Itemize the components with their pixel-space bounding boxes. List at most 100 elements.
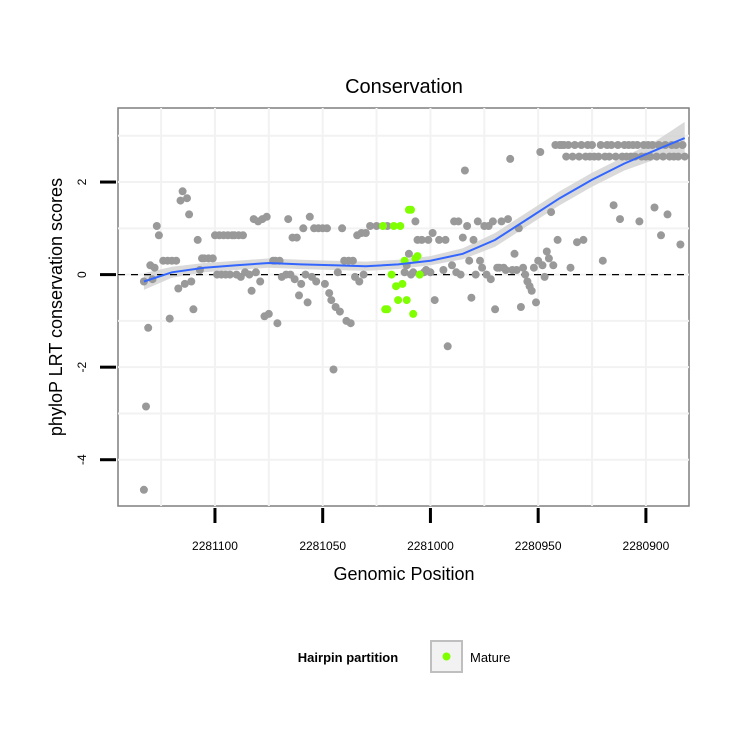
mature-data-point — [392, 282, 400, 291]
data-point — [355, 277, 364, 286]
data-point — [441, 235, 450, 244]
mature-data-point — [402, 296, 411, 305]
data-point — [335, 307, 344, 316]
data-point — [646, 152, 655, 161]
data-point — [417, 235, 426, 244]
data-point — [426, 268, 435, 277]
data-point — [142, 402, 150, 411]
data-point — [139, 485, 148, 494]
data-point — [247, 286, 256, 295]
data-point — [165, 314, 174, 323]
data-point — [180, 279, 189, 288]
data-point — [570, 141, 579, 149]
data-point — [616, 215, 624, 224]
data-point — [439, 266, 448, 274]
data-point — [299, 224, 308, 233]
data-point — [174, 284, 183, 293]
data-point — [478, 263, 487, 272]
data-point — [245, 270, 254, 279]
data-point — [448, 261, 456, 270]
data-point — [471, 270, 480, 279]
data-point — [430, 296, 439, 305]
data-point — [516, 303, 525, 311]
data-point — [564, 141, 573, 149]
data-point — [473, 217, 482, 226]
data-point — [566, 263, 575, 272]
smooth-curve — [143, 137, 686, 283]
data-point — [172, 256, 181, 265]
x-tick-label: 2280900 — [623, 539, 670, 553]
data-point — [333, 268, 342, 277]
mature-data-point — [394, 296, 403, 305]
data-point — [536, 148, 545, 156]
data-point — [301, 270, 310, 279]
data-point — [512, 266, 521, 274]
data-point — [598, 256, 607, 265]
data-point — [460, 166, 469, 175]
data-point — [542, 247, 551, 256]
data-point — [409, 268, 418, 277]
data-point — [150, 263, 159, 272]
data-point — [290, 275, 299, 284]
x-tick-label: 2281050 — [299, 539, 346, 553]
data-point — [575, 152, 584, 161]
data-point — [657, 231, 665, 240]
legend-key-mature-dot — [442, 652, 451, 661]
data-point — [648, 141, 657, 149]
data-point — [562, 152, 571, 161]
data-point — [348, 256, 357, 265]
data-point — [176, 196, 185, 205]
data-point — [366, 222, 375, 230]
data-point — [547, 208, 556, 217]
data-point — [226, 270, 234, 279]
data-point — [521, 270, 530, 279]
data-point — [659, 152, 668, 161]
data-point — [527, 286, 536, 295]
data-point — [152, 222, 161, 230]
data-point — [519, 263, 528, 272]
data-point — [467, 293, 476, 302]
data-point — [329, 365, 338, 374]
data-point — [273, 319, 282, 328]
data-point — [633, 141, 642, 149]
data-point — [178, 187, 187, 196]
y-tick-label: 2 — [75, 178, 89, 185]
x-tick-label: 2281000 — [407, 539, 454, 553]
mature-points — [379, 205, 424, 318]
data-point — [553, 235, 562, 244]
data-point — [208, 254, 217, 263]
data-point — [680, 152, 689, 161]
x-axis-title: Genomic Position — [333, 564, 474, 584]
data-point — [663, 210, 672, 219]
data-point — [529, 263, 538, 272]
data-point — [292, 233, 301, 242]
data-point — [454, 217, 463, 226]
mature-data-point — [383, 305, 392, 314]
y-tick-label: 0 — [75, 271, 89, 278]
data-point — [372, 222, 381, 230]
data-point — [456, 270, 465, 279]
data-point — [256, 277, 265, 286]
data-point — [400, 268, 409, 277]
data-point — [193, 235, 202, 244]
data-point — [573, 238, 581, 247]
data-point — [327, 296, 336, 305]
data-point — [504, 215, 512, 224]
mature-data-point — [396, 222, 405, 230]
data-point — [458, 233, 467, 242]
data-point — [359, 270, 368, 279]
data-point — [262, 212, 271, 221]
data-point — [303, 298, 312, 307]
mature-data-point — [407, 205, 415, 214]
mature-data-point — [413, 252, 422, 261]
data-point — [476, 256, 484, 265]
data-point — [486, 275, 495, 284]
data-point — [611, 152, 620, 161]
data-point — [596, 141, 605, 149]
data-point — [491, 305, 500, 314]
data-point — [594, 152, 603, 161]
data-point — [588, 141, 596, 149]
data-point — [411, 217, 420, 226]
data-point — [538, 261, 547, 270]
